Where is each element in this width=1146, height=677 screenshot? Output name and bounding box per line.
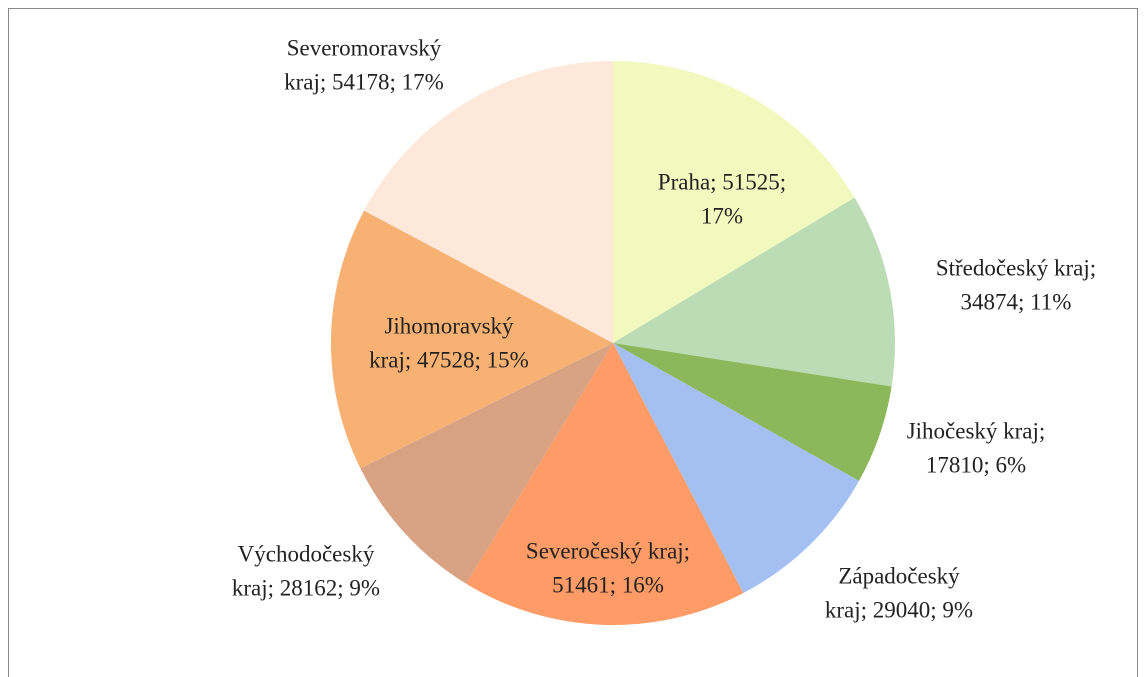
chart-frame	[8, 8, 1138, 677]
pie-slice	[613, 61, 855, 343]
pie-slice	[360, 343, 613, 584]
data-label: kraj; 28162; 9%	[232, 575, 380, 600]
pie-slice	[331, 210, 613, 469]
data-label: Severočeský kraj;	[526, 538, 690, 563]
data-label: kraj; 54178; 17%	[284, 69, 444, 94]
pie-slice	[613, 343, 892, 481]
pie-slice	[364, 61, 613, 343]
data-label: Středočeský kraj;	[936, 255, 1096, 280]
data-label: 34874; 11%	[961, 289, 1072, 314]
data-label: Jihomoravský	[384, 313, 514, 338]
data-label: kraj; 47528; 15%	[369, 347, 529, 372]
pie-slice	[466, 343, 744, 626]
pie-slice	[613, 197, 895, 387]
data-label: Praha; 51525;	[658, 169, 786, 194]
data-label: Jihočeský kraj;	[907, 418, 1046, 443]
pie-slice	[613, 343, 860, 594]
data-label: Západočeský	[838, 563, 960, 588]
data-label: Východočeský	[238, 541, 375, 566]
data-label: 17%	[701, 203, 743, 228]
data-label: kraj; 29040; 9%	[825, 597, 973, 622]
data-label: 51461; 16%	[552, 572, 664, 597]
data-label: Severomoravský	[287, 35, 442, 60]
data-label: 17810; 6%	[926, 452, 1026, 477]
